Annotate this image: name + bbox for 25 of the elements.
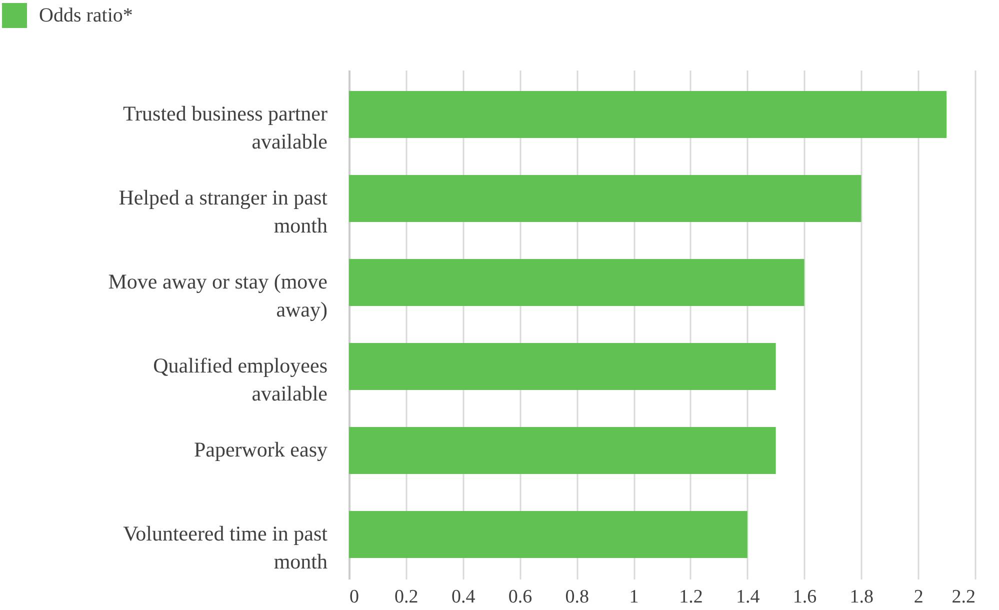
x-tick-label: 1.6 [792, 586, 817, 608]
x-tick-label: 0 [350, 586, 359, 608]
y-tick-label: Helped a stranger in past month [118, 186, 328, 238]
x-tick-label: 2 [914, 586, 924, 608]
y-tick-label: Move away or stay (move away) [108, 270, 328, 322]
x-tick-label: 0.8 [565, 586, 590, 608]
bar [349, 174, 862, 222]
x-tick-label: 0.6 [508, 586, 532, 608]
bar [349, 258, 804, 306]
bar [349, 510, 748, 558]
y-tick-label: Paperwork easy [194, 437, 328, 462]
y-tick-label: Qualified employees available [153, 353, 328, 406]
x-tick-label: 1 [629, 586, 639, 608]
x-tick-label: 1.2 [679, 586, 703, 608]
x-tick-label: 0.2 [394, 586, 418, 608]
bar [349, 91, 947, 138]
x-tick-label: 0.4 [451, 586, 476, 608]
y-tick-label: Volunteered time in past month [123, 521, 328, 574]
y-tick-label: Trusted business partner available [122, 102, 328, 154]
legend-label: Odds ratio* [39, 4, 133, 26]
bar [349, 342, 776, 390]
x-tick-label: 2.2 [952, 586, 976, 608]
x-tick-label: 1.8 [850, 586, 874, 608]
x-tick-label: 1.4 [736, 586, 760, 608]
bar [349, 426, 776, 474]
